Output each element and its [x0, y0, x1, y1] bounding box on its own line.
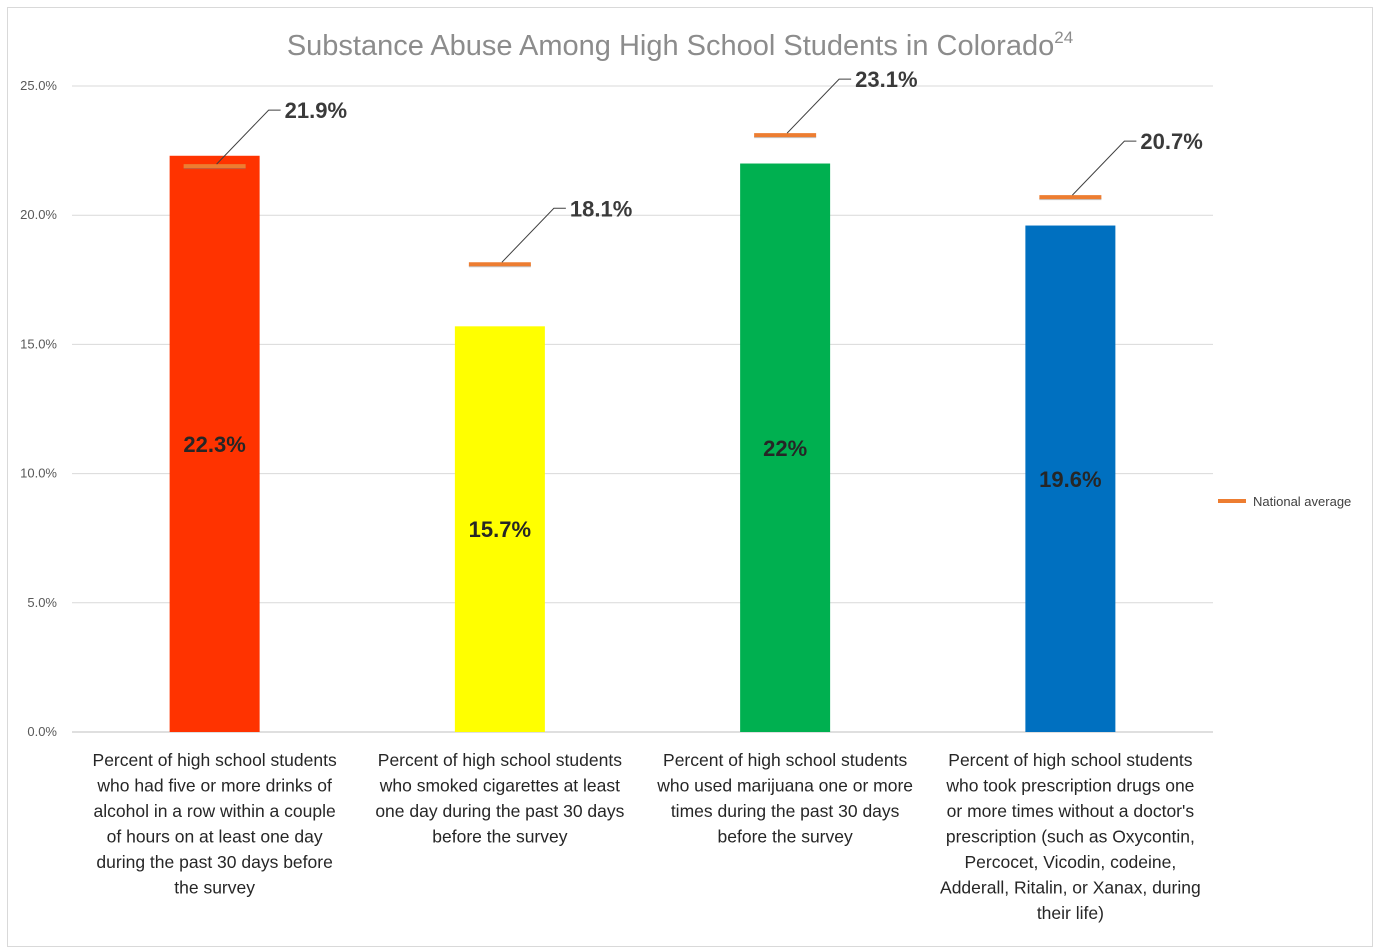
- national-average-label: 21.9%: [285, 98, 347, 123]
- gridlines: [72, 85, 1213, 733]
- leader-line: [216, 109, 281, 165]
- chart-title: Substance Abuse Among High School Studen…: [287, 28, 1073, 62]
- bar-value-label: 15.7%: [469, 517, 531, 542]
- bar: [740, 163, 831, 732]
- y-tick-label: 25.0%: [20, 78, 57, 93]
- national-average-label: 23.1%: [855, 67, 917, 92]
- category-label: Percent of high school students who used …: [656, 750, 913, 847]
- category-label: Percent of high school students who had f…: [93, 750, 337, 898]
- category-labels: Percent of high school students who had f…: [93, 750, 1201, 923]
- leader-line: [786, 78, 852, 134]
- y-tick-label: 0.0%: [27, 724, 57, 739]
- legend-label-national-average: National average: [1253, 494, 1351, 509]
- chart-title-main: Substance Abuse Among High School Studen…: [287, 30, 1054, 62]
- category-label: Percent of high school students who smoke…: [375, 750, 624, 847]
- legend: National average: [1218, 494, 1351, 509]
- y-tick-label: 15.0%: [20, 336, 57, 351]
- category-label: Percent of high school students who took …: [940, 750, 1201, 923]
- leader-line: [1072, 140, 1137, 196]
- bar-value-label: 22.3%: [183, 432, 245, 457]
- bar: [454, 326, 545, 732]
- y-tick-label: 5.0%: [27, 595, 57, 610]
- y-axis-ticks: 0.0% 5.0% 10.0% 15.0% 20.0% 25.0%: [20, 78, 57, 739]
- leader-line: [501, 207, 566, 263]
- bar-value-label: 22%: [763, 436, 807, 461]
- bar: [169, 155, 260, 732]
- bar: [1025, 225, 1116, 732]
- y-tick-label: 20.0%: [20, 207, 57, 222]
- bars: 22.3% 15.7% 22% 19.6%: [169, 155, 1116, 732]
- bar-chart: Substance Abuse Among High School Studen…: [20, 28, 1351, 923]
- y-tick-label: 10.0%: [20, 466, 57, 481]
- chart-title-superscript: 24: [1054, 28, 1073, 47]
- bar-value-label: 19.6%: [1039, 467, 1101, 492]
- national-average-label: 18.1%: [570, 196, 632, 221]
- national-average-markers: 21.9% 18.1% 23.1% 20.7%: [183, 67, 1203, 268]
- national-average-label: 20.7%: [1140, 129, 1202, 154]
